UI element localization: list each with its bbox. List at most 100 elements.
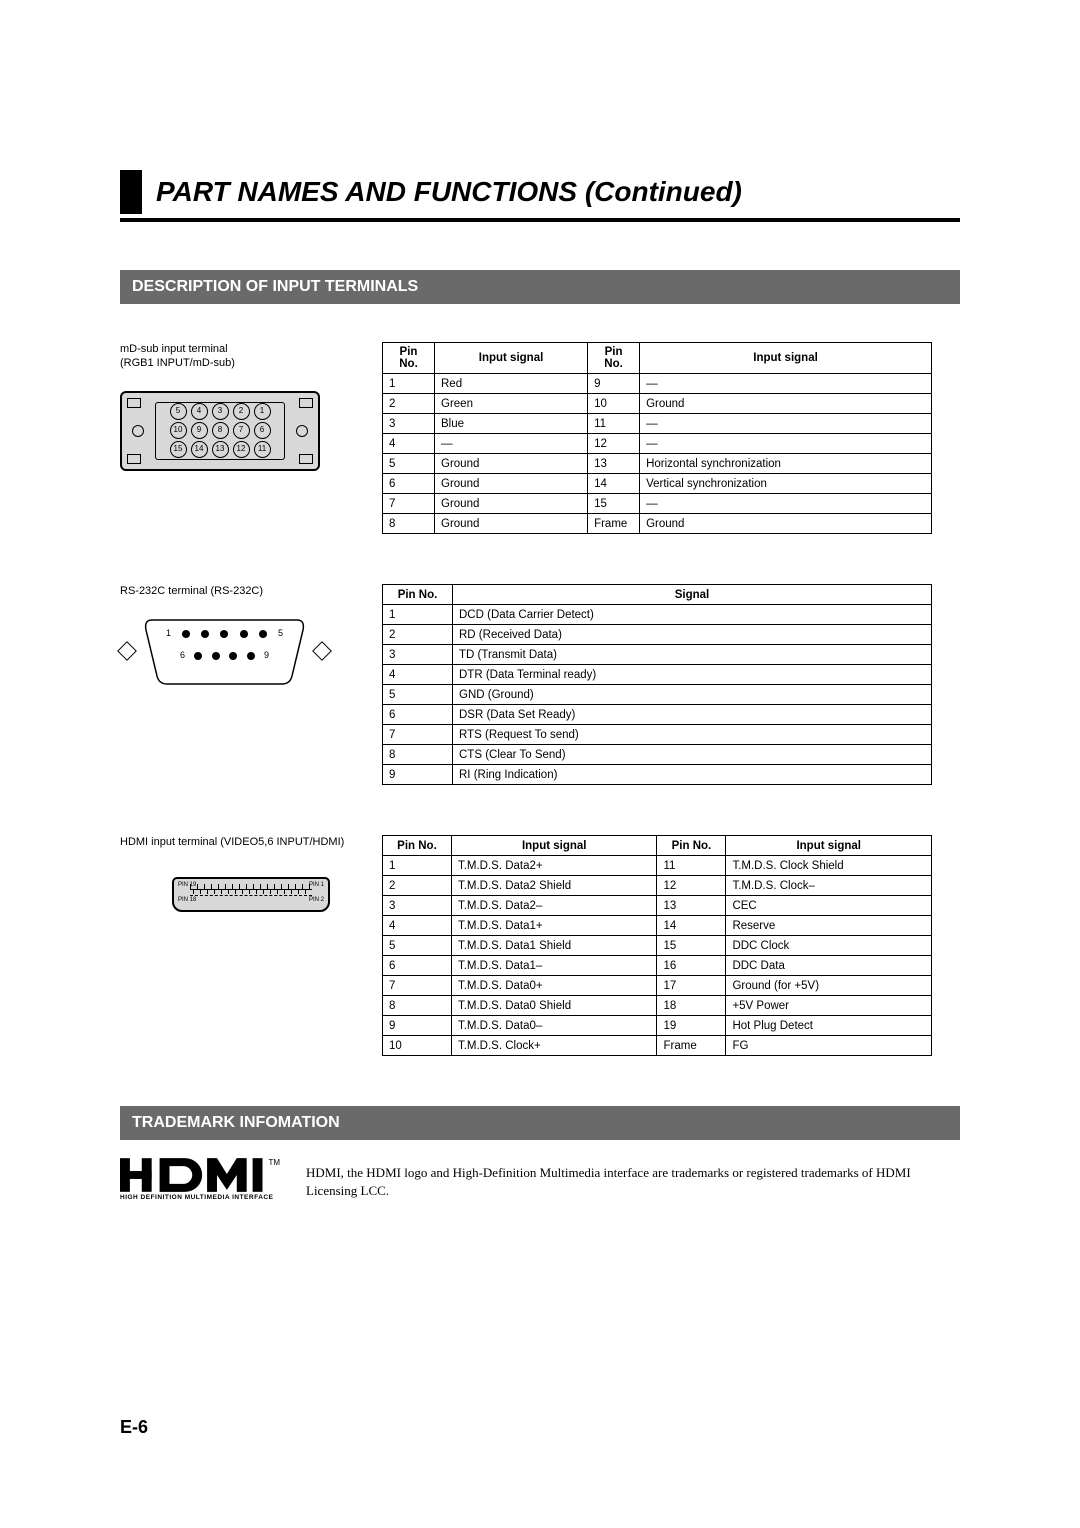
hex-icon: [312, 641, 332, 661]
cell: 3: [383, 896, 452, 916]
cell: Hot Plug Detect: [726, 1016, 932, 1036]
hdmi-h-pin2: Pin No.: [657, 836, 726, 856]
section-description-terminals: DESCRIPTION OF INPUT TERMINALS: [120, 270, 960, 304]
cell: 12: [657, 876, 726, 896]
cell: Ground (for +5V): [726, 976, 932, 996]
cell: 2: [383, 876, 452, 896]
cell: Red: [435, 374, 588, 394]
rs232-h-pin: Pin No.: [383, 585, 453, 605]
cell: 17: [657, 976, 726, 996]
cell: T.M.D.S. Data2+: [451, 856, 657, 876]
cell: CEC: [726, 896, 932, 916]
mdsub-h-sig2: Input signal: [640, 343, 932, 374]
hdmi-pin1-label: PIN 1: [309, 882, 324, 890]
hdmi-trademark-block: TM HIGH DEFINITION MULTIMEDIA INTERFACE …: [120, 1158, 960, 1201]
cell: T.M.D.S. Data0–: [451, 1016, 657, 1036]
table-row: 8CTS (Clear To Send): [383, 745, 932, 765]
cell: 13: [657, 896, 726, 916]
cell: 3: [383, 414, 435, 434]
cell: +5V Power: [726, 996, 932, 1016]
rs232-label: RS-232C terminal (RS-232C): [120, 584, 382, 598]
cell: T.M.D.S. Clock Shield: [726, 856, 932, 876]
table-row: 8GroundFrameGround: [383, 514, 932, 534]
cell: 8: [383, 996, 452, 1016]
table-row: 2T.M.D.S. Data2 Shield12T.M.D.S. Clock–: [383, 876, 932, 896]
table-row: 4T.M.D.S. Data1+14Reserve: [383, 916, 932, 936]
cell: 7: [383, 725, 453, 745]
mdsub-label-2: (RGB1 INPUT/mD-sub): [120, 356, 382, 370]
cell: Ground: [435, 514, 588, 534]
mdsub-label-1: mD-sub input terminal: [120, 342, 382, 356]
title-rule: [120, 218, 960, 222]
cell: 13: [588, 454, 640, 474]
cell: 16: [657, 956, 726, 976]
cell: Blue: [435, 414, 588, 434]
cell: 5: [383, 685, 453, 705]
table-row: 3TD (Transmit Data): [383, 645, 932, 665]
cell: 1: [383, 605, 453, 625]
mdsub-table: Pin No. Input signal Pin No. Input signa…: [382, 342, 932, 534]
table-row: 3T.M.D.S. Data2–13CEC: [383, 896, 932, 916]
cell: FG: [726, 1036, 932, 1056]
cell: 15: [588, 494, 640, 514]
table-row: 7T.M.D.S. Data0+17Ground (for +5V): [383, 976, 932, 996]
cell: RI (Ring Indication): [453, 765, 932, 785]
cell: Ground: [640, 514, 932, 534]
table-row: 2RD (Received Data): [383, 625, 932, 645]
page-title: PART NAMES AND FUNCTIONS (Continued): [156, 170, 742, 214]
cell: 8: [383, 514, 435, 534]
cell: —: [640, 494, 932, 514]
cell: —: [640, 434, 932, 454]
cell: T.M.D.S. Data2–: [451, 896, 657, 916]
cell: Ground: [435, 494, 588, 514]
cell: Frame: [588, 514, 640, 534]
hdmi-block: HDMI input terminal (VIDEO5,6 INPUT/HDMI…: [120, 835, 960, 1056]
rs232-pin-1-label: 1: [166, 628, 171, 640]
hdmi-h-pin1: Pin No.: [383, 836, 452, 856]
rs232-block: RS-232C terminal (RS-232C) 1 5 6 9: [120, 584, 960, 785]
cell: T.M.D.S. Data1–: [451, 956, 657, 976]
rs232-h-sig: Signal: [453, 585, 932, 605]
rs232-pin-6-label: 6: [180, 650, 185, 662]
cell: Reserve: [726, 916, 932, 936]
cell: 6: [383, 474, 435, 494]
cell: T.M.D.S. Data0 Shield: [451, 996, 657, 1016]
table-row: 4DTR (Data Terminal ready): [383, 665, 932, 685]
table-row: 7Ground15—: [383, 494, 932, 514]
page-number: E-6: [120, 1417, 148, 1438]
cell: —: [640, 414, 932, 434]
cell: DSR (Data Set Ready): [453, 705, 932, 725]
table-row: 10T.M.D.S. Clock+FrameFG: [383, 1036, 932, 1056]
cell: Horizontal synchronization: [640, 454, 932, 474]
cell: T.M.D.S. Data1+: [451, 916, 657, 936]
table-row: 4—12—: [383, 434, 932, 454]
cell: 9: [383, 765, 453, 785]
cell: 12: [588, 434, 640, 454]
rs232-pin-5-label: 5: [278, 628, 283, 640]
table-row: 6DSR (Data Set Ready): [383, 705, 932, 725]
cell: 5: [383, 454, 435, 474]
hdmi-connector-diagram: PIN 19 PIN 1 PIN 18 PIN 2: [172, 877, 330, 912]
cell: T.M.D.S. Data1 Shield: [451, 936, 657, 956]
mdsub-h-pin1: Pin No.: [383, 343, 435, 374]
section-trademark: TRADEMARK INFOMATION: [120, 1106, 960, 1140]
mdsub-h-pin2: Pin No.: [588, 343, 640, 374]
cell: Vertical synchronization: [640, 474, 932, 494]
title-pillar: [120, 170, 142, 214]
hdmi-table: Pin No. Input signal Pin No. Input signa…: [382, 835, 932, 1056]
hdmi-h-sig1: Input signal: [451, 836, 657, 856]
cell: 5: [383, 936, 452, 956]
table-row: 5T.M.D.S. Data1 Shield15DDC Clock: [383, 936, 932, 956]
hdmi-pin18-label: PIN 18: [178, 897, 196, 905]
table-row: 8T.M.D.S. Data0 Shield18+5V Power: [383, 996, 932, 1016]
cell: Green: [435, 394, 588, 414]
page-title-block: PART NAMES AND FUNCTIONS (Continued): [120, 170, 960, 214]
cell: 1: [383, 374, 435, 394]
cell: 10: [383, 1036, 452, 1056]
cell: 14: [657, 916, 726, 936]
cell: 18: [657, 996, 726, 1016]
hdmi-pin2-label: PIN 2: [309, 897, 324, 905]
cell: Ground: [640, 394, 932, 414]
cell: Frame: [657, 1036, 726, 1056]
table-row: 1DCD (Data Carrier Detect): [383, 605, 932, 625]
